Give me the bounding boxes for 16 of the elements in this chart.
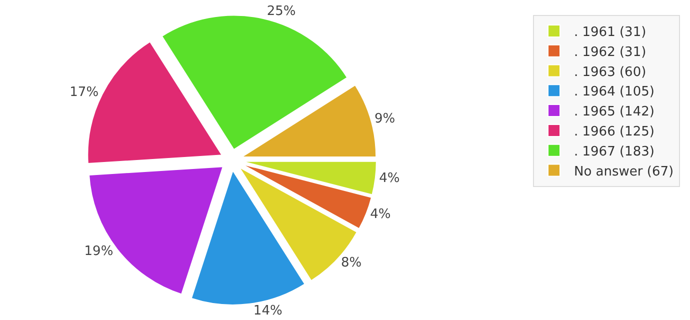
legend-label: . 1963 (60) <box>574 64 646 80</box>
data-label: 25% <box>266 4 296 19</box>
legend-label: No answer (67) <box>574 164 674 180</box>
legend-label: . 1966 (125) <box>574 124 654 140</box>
data-label: 17% <box>70 85 99 100</box>
data-label: 19% <box>84 244 114 260</box>
legend-label: . 1964 (105) <box>574 84 654 100</box>
legend-label: . 1961 (31) <box>574 25 646 40</box>
legend-label: . 1967 (183) <box>574 144 654 160</box>
data-label: 14% <box>253 304 282 319</box>
legend-label: . 1962 (31) <box>574 44 646 60</box>
data-label: 4% <box>379 170 400 186</box>
data-label: 8% <box>340 255 362 270</box>
data-label: 9% <box>374 111 396 126</box>
data-label: 4% <box>370 206 391 222</box>
legend-label: . 1965 (142) <box>574 104 654 120</box>
